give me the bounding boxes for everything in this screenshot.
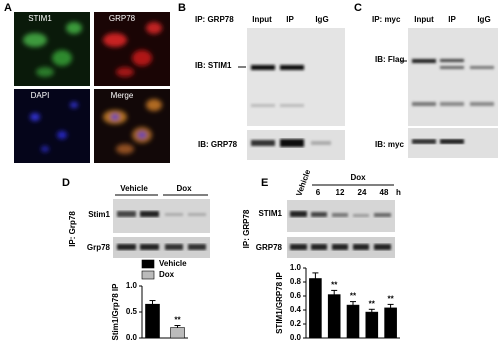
panel-label: A (4, 2, 12, 14)
blot-label: STIM1 (258, 209, 282, 218)
time-label: 6 (316, 188, 321, 197)
blot-label: Grp78 (87, 243, 111, 252)
legend-label: Dox (159, 270, 175, 279)
image-label: Merge (111, 91, 134, 100)
time-label: 24 (358, 188, 367, 197)
legend-swatch (141, 259, 155, 269)
ip-label: IP: myc (372, 15, 401, 24)
ip-label: IP: GRP78 (195, 15, 234, 24)
blot (113, 199, 210, 258)
blot-label: IB: myc (375, 140, 404, 149)
ip-label: IP: Grp78 (68, 211, 77, 247)
image-label: STIM1 (28, 14, 52, 23)
panel-label: D (62, 177, 70, 189)
blot (408, 28, 498, 158)
lane-label: Input (252, 15, 272, 24)
bar (346, 304, 360, 339)
time-label: 48 (380, 188, 389, 197)
lane-label: IP (286, 15, 294, 24)
micrographs (14, 12, 170, 163)
dox-label: Dox (350, 173, 366, 182)
blot (287, 200, 395, 258)
lane-label: IP (448, 15, 456, 24)
bar (365, 311, 379, 339)
y-tick-label: 0.2 (290, 319, 302, 328)
blot-label: IB: Flag (375, 55, 404, 64)
legend-swatch (141, 270, 155, 280)
panel-label: E (261, 177, 268, 189)
legend-label: Vehicle (159, 259, 187, 268)
time-label: 12 (336, 188, 345, 197)
blot-label: IB: STIM1 (195, 61, 232, 70)
lane-label: IgG (477, 15, 490, 24)
y-tick-label: 0.0 (126, 333, 138, 342)
group-label: Dox (176, 184, 192, 193)
y-axis-label: Stim1/Grp78 IP (111, 283, 120, 341)
significance: ** (350, 292, 357, 301)
blot-label: IB: GRP78 (198, 140, 238, 149)
significance: ** (387, 295, 394, 304)
y-tick-label: 1.0 (290, 263, 302, 272)
y-tick-label: 0.4 (290, 305, 302, 314)
y-tick-label: 0.5 (126, 307, 138, 316)
image-label: GRP78 (109, 14, 136, 23)
image-label: DAPI (31, 91, 50, 100)
lane-label: IgG (315, 15, 328, 24)
bar (145, 303, 160, 339)
bar (327, 294, 341, 339)
significance: ** (369, 299, 376, 308)
y-axis-label: STIM1/GRP78 IP (275, 271, 284, 333)
blot-label: GRP78 (256, 243, 283, 252)
y-tick-label: 0.8 (290, 277, 302, 286)
y-tick-label: 0.6 (290, 291, 302, 300)
bar (384, 307, 397, 339)
bar (170, 327, 185, 339)
y-tick-label: 1.0 (126, 281, 138, 290)
significance: ** (174, 316, 181, 325)
ip-label: IP: GRP78 (242, 209, 251, 248)
time-unit: h (396, 188, 401, 197)
panel-label: B (178, 2, 186, 14)
panel-label: C (354, 2, 362, 14)
vehicle-label: Vehicle (294, 168, 312, 198)
bar (309, 278, 322, 339)
blot (247, 28, 345, 160)
lane-label: Input (414, 15, 434, 24)
group-label: Vehicle (120, 184, 148, 193)
blot-label: Stim1 (88, 210, 110, 219)
significance: ** (331, 281, 338, 290)
y-tick-label: 0.0 (290, 333, 302, 342)
